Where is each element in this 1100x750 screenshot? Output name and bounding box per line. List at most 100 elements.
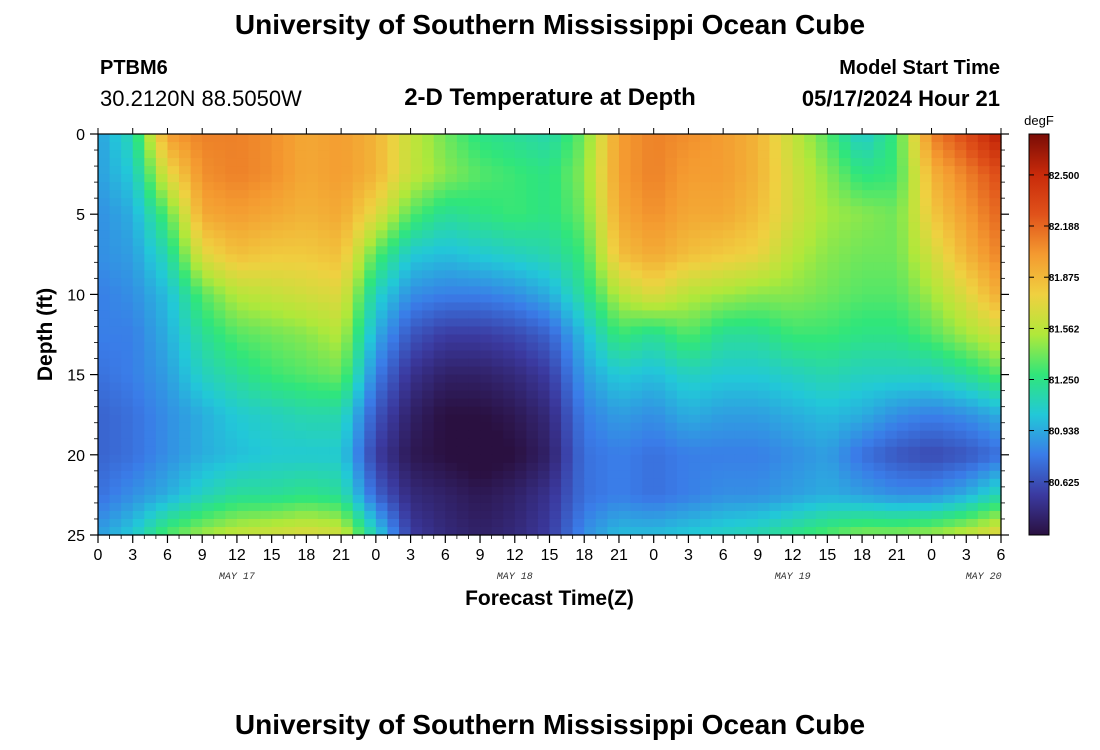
heatmap-cell	[815, 310, 828, 320]
heatmap-cell	[561, 454, 574, 464]
heatmap-cell	[989, 478, 1002, 488]
heatmap-cell	[236, 406, 250, 416]
heatmap-cell	[607, 318, 620, 328]
heatmap-cell	[167, 214, 180, 223]
heatmap-cell	[885, 382, 898, 392]
heatmap-cell	[700, 510, 713, 520]
heatmap-cell	[919, 286, 933, 295]
heatmap-cell	[815, 238, 828, 247]
heatmap-cell	[792, 182, 805, 191]
heatmap-cell	[514, 278, 527, 287]
heatmap-cell	[607, 222, 620, 231]
heatmap-cell	[723, 286, 736, 295]
heatmap-cell	[468, 358, 481, 368]
heatmap-cell	[526, 510, 539, 520]
heatmap-cell	[341, 238, 354, 247]
heatmap-cell	[98, 478, 111, 488]
heatmap-cell	[989, 294, 1002, 304]
heatmap-cell	[433, 526, 446, 536]
heatmap-cell	[132, 310, 145, 320]
heatmap-cell	[144, 158, 157, 167]
heatmap-cell	[352, 414, 365, 424]
heatmap-cell	[352, 310, 365, 320]
heatmap-cell	[931, 526, 944, 536]
heatmap-cell	[121, 366, 134, 376]
heatmap-cell	[769, 422, 782, 432]
heatmap-cell	[723, 190, 736, 199]
heatmap-cell	[317, 502, 331, 512]
heatmap-cell	[317, 206, 331, 215]
heatmap-cell	[885, 494, 898, 504]
heatmap-cell	[595, 382, 608, 392]
heatmap-cell	[584, 294, 597, 304]
heatmap-cell	[827, 462, 840, 472]
heatmap-cell	[931, 310, 944, 320]
heatmap-cell	[352, 438, 365, 448]
heatmap-cell	[98, 486, 111, 496]
heatmap-cell	[757, 350, 771, 360]
heatmap-cell	[283, 342, 296, 352]
heatmap-cell	[966, 446, 979, 456]
heatmap-cell	[572, 262, 585, 271]
heatmap-cell	[422, 254, 435, 263]
heatmap-cell	[781, 142, 794, 151]
heatmap-cell	[815, 182, 828, 191]
heatmap-cell	[317, 174, 331, 183]
heatmap-cell	[468, 198, 481, 207]
heatmap-cell	[954, 326, 967, 336]
heatmap-cell	[225, 214, 238, 223]
heatmap-cell	[503, 254, 516, 263]
heatmap-cell	[827, 294, 840, 304]
heatmap-cell	[480, 238, 493, 247]
heatmap-cell	[445, 294, 458, 304]
heatmap-cell	[549, 142, 562, 151]
heatmap-cell	[595, 166, 608, 175]
heatmap-cell	[607, 398, 620, 408]
heatmap-cell	[665, 358, 678, 368]
heatmap-cell	[931, 486, 944, 496]
heatmap-cell	[711, 206, 724, 215]
heatmap-cell	[190, 182, 203, 191]
heatmap-cell	[676, 238, 690, 247]
heatmap-cell	[908, 302, 921, 312]
heatmap-cell	[642, 214, 655, 223]
heatmap-cell	[919, 158, 933, 167]
heatmap-cell	[838, 294, 852, 304]
heatmap-cell	[144, 286, 157, 295]
heatmap-cell	[804, 526, 817, 536]
heatmap-cell	[445, 462, 458, 472]
heatmap-cell	[989, 302, 1002, 312]
heatmap-cell	[908, 486, 921, 496]
heatmap-cell	[862, 350, 875, 360]
heatmap-cell	[121, 422, 134, 432]
heatmap-cell	[317, 182, 331, 191]
heatmap-cell	[179, 446, 192, 456]
heatmap-cell	[98, 518, 111, 528]
heatmap-cell	[723, 230, 736, 239]
heatmap-cell	[155, 494, 169, 504]
heatmap-cell	[294, 142, 307, 151]
heatmap-cell	[607, 430, 620, 440]
heatmap-cell	[283, 166, 296, 175]
heatmap-cell	[665, 166, 678, 175]
heatmap-cell	[862, 182, 875, 191]
heatmap-cell	[989, 526, 1002, 536]
heatmap-cell	[781, 502, 794, 512]
heatmap-cell	[931, 230, 944, 239]
heatmap-cell	[873, 454, 886, 464]
heatmap-cell	[410, 406, 423, 416]
heatmap-cell	[503, 454, 516, 464]
heatmap-cell	[98, 350, 111, 360]
heatmap-cell	[375, 422, 389, 432]
heatmap-cell	[294, 182, 307, 191]
heatmap-cell	[387, 526, 400, 536]
heatmap-cell	[480, 206, 493, 215]
heatmap-cell	[341, 518, 354, 528]
heatmap-cell	[850, 414, 863, 424]
heatmap-cell	[399, 230, 412, 239]
heatmap-cell	[919, 462, 933, 472]
heatmap-cell	[317, 158, 331, 167]
heatmap-cell	[931, 478, 944, 488]
heatmap-cell	[549, 342, 562, 352]
heatmap-cell	[781, 294, 794, 304]
